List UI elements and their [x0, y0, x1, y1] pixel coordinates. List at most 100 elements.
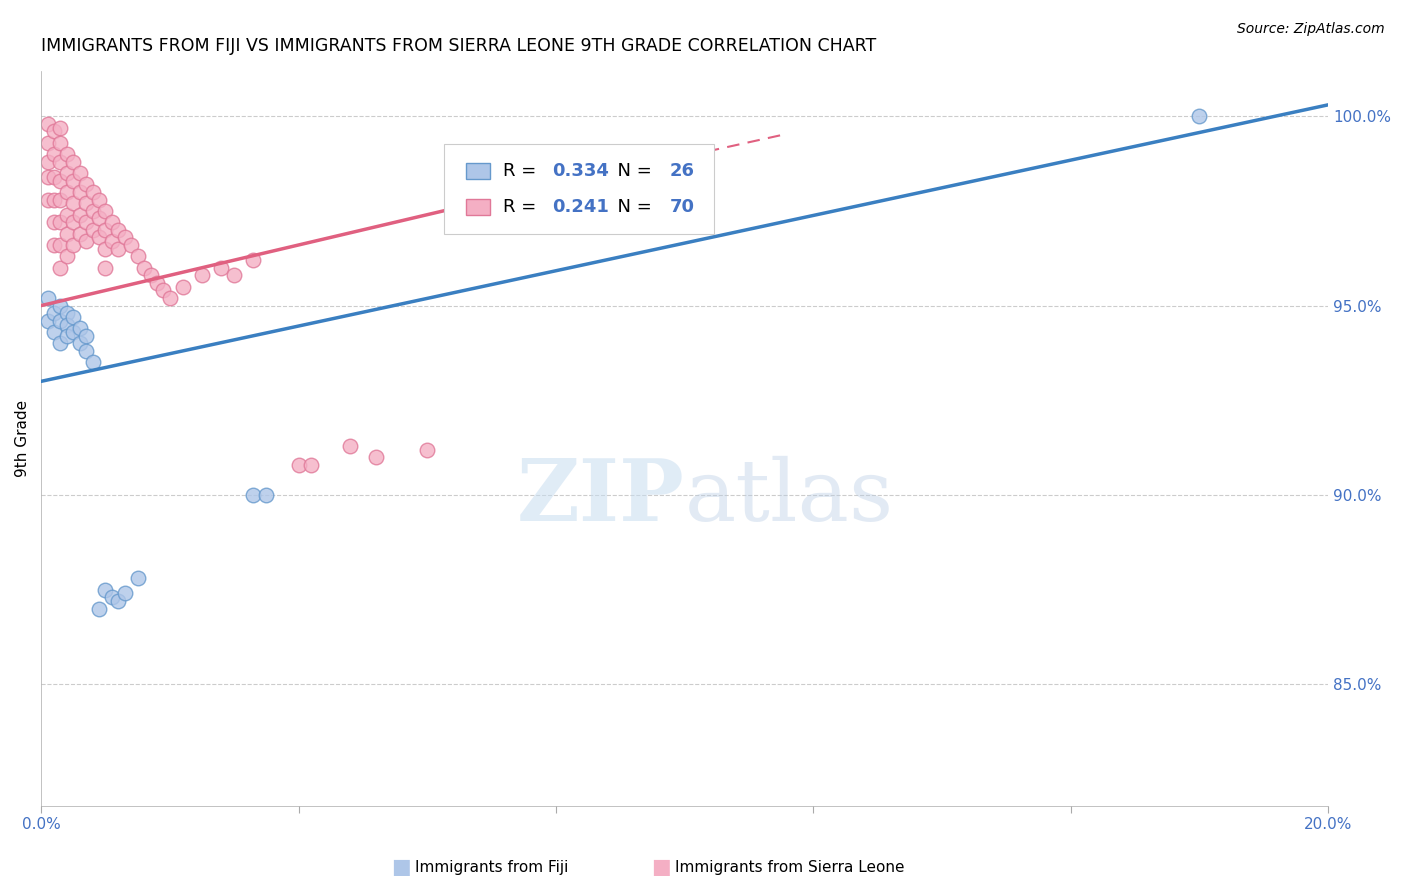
- Point: [62, 154, 84, 169]
- Point: [49, 154, 72, 169]
- Point: [94, 260, 117, 275]
- Point: [75, 234, 97, 248]
- Point: [87, 193, 110, 207]
- Point: [49, 336, 72, 351]
- Point: [62, 238, 84, 252]
- Point: [56, 329, 79, 343]
- Point: [42, 238, 65, 252]
- Text: Immigrants from Fiji: Immigrants from Fiji: [415, 860, 568, 874]
- Point: [339, 439, 361, 453]
- Point: [254, 488, 277, 502]
- Point: [75, 344, 97, 359]
- Point: [49, 260, 72, 275]
- FancyBboxPatch shape: [465, 199, 489, 215]
- Y-axis label: 9th Grade: 9th Grade: [15, 400, 30, 476]
- Point: [62, 215, 84, 229]
- Text: Source: ZipAtlas.com: Source: ZipAtlas.com: [1237, 22, 1385, 37]
- Point: [191, 268, 214, 283]
- Point: [42, 215, 65, 229]
- Point: [287, 458, 309, 472]
- Point: [1188, 109, 1211, 123]
- Point: [132, 260, 155, 275]
- Text: R =: R =: [503, 198, 541, 216]
- Point: [62, 310, 84, 324]
- Text: R =: R =: [503, 162, 541, 180]
- Text: N =: N =: [606, 162, 657, 180]
- Point: [42, 147, 65, 161]
- Text: 26: 26: [671, 162, 695, 180]
- Point: [62, 325, 84, 339]
- Point: [37, 136, 59, 150]
- Point: [49, 136, 72, 150]
- Point: [101, 215, 124, 229]
- Point: [56, 185, 79, 199]
- Text: 0.334: 0.334: [551, 162, 609, 180]
- Text: atlas: atlas: [685, 456, 894, 539]
- Point: [69, 166, 91, 180]
- Point: [242, 253, 264, 268]
- Point: [94, 582, 117, 597]
- Point: [94, 223, 117, 237]
- Text: ■: ■: [651, 857, 671, 877]
- Point: [146, 276, 169, 290]
- Point: [75, 329, 97, 343]
- Point: [82, 185, 104, 199]
- Point: [87, 601, 110, 615]
- FancyBboxPatch shape: [444, 145, 714, 234]
- Text: IMMIGRANTS FROM FIJI VS IMMIGRANTS FROM SIERRA LEONE 9TH GRADE CORRELATION CHART: IMMIGRANTS FROM FIJI VS IMMIGRANTS FROM …: [41, 37, 876, 55]
- Text: N =: N =: [606, 198, 657, 216]
- Point: [37, 117, 59, 131]
- Point: [75, 196, 97, 211]
- Point: [159, 291, 181, 305]
- Point: [56, 147, 79, 161]
- Point: [299, 458, 322, 472]
- Point: [37, 314, 59, 328]
- Text: ZIP: ZIP: [517, 455, 685, 539]
- Text: 70: 70: [671, 198, 695, 216]
- Point: [152, 284, 174, 298]
- Point: [49, 120, 72, 135]
- Point: [49, 238, 72, 252]
- Point: [42, 193, 65, 207]
- Point: [56, 208, 79, 222]
- Text: ■: ■: [391, 857, 411, 877]
- Point: [56, 306, 79, 320]
- Point: [127, 249, 149, 263]
- Point: [62, 196, 84, 211]
- Text: Immigrants from Sierra Leone: Immigrants from Sierra Leone: [675, 860, 904, 874]
- Point: [69, 185, 91, 199]
- Point: [42, 169, 65, 184]
- Point: [69, 336, 91, 351]
- Point: [42, 124, 65, 138]
- Point: [224, 268, 246, 283]
- Text: 0.241: 0.241: [551, 198, 609, 216]
- Point: [75, 178, 97, 192]
- Point: [75, 215, 97, 229]
- Point: [42, 306, 65, 320]
- Point: [49, 193, 72, 207]
- Point: [37, 193, 59, 207]
- Point: [114, 586, 136, 600]
- Point: [49, 215, 72, 229]
- Point: [37, 169, 59, 184]
- Point: [87, 211, 110, 226]
- Point: [120, 238, 142, 252]
- Point: [69, 321, 91, 335]
- Point: [114, 230, 136, 244]
- Point: [242, 488, 264, 502]
- Point: [416, 442, 439, 457]
- Point: [69, 208, 91, 222]
- Point: [42, 325, 65, 339]
- Point: [87, 230, 110, 244]
- Point: [82, 203, 104, 218]
- Point: [107, 242, 129, 256]
- Point: [172, 279, 194, 293]
- Point: [209, 260, 232, 275]
- Point: [107, 223, 129, 237]
- Point: [56, 166, 79, 180]
- Point: [101, 591, 124, 605]
- Point: [37, 154, 59, 169]
- FancyBboxPatch shape: [465, 163, 489, 179]
- Point: [82, 355, 104, 369]
- Point: [49, 173, 72, 187]
